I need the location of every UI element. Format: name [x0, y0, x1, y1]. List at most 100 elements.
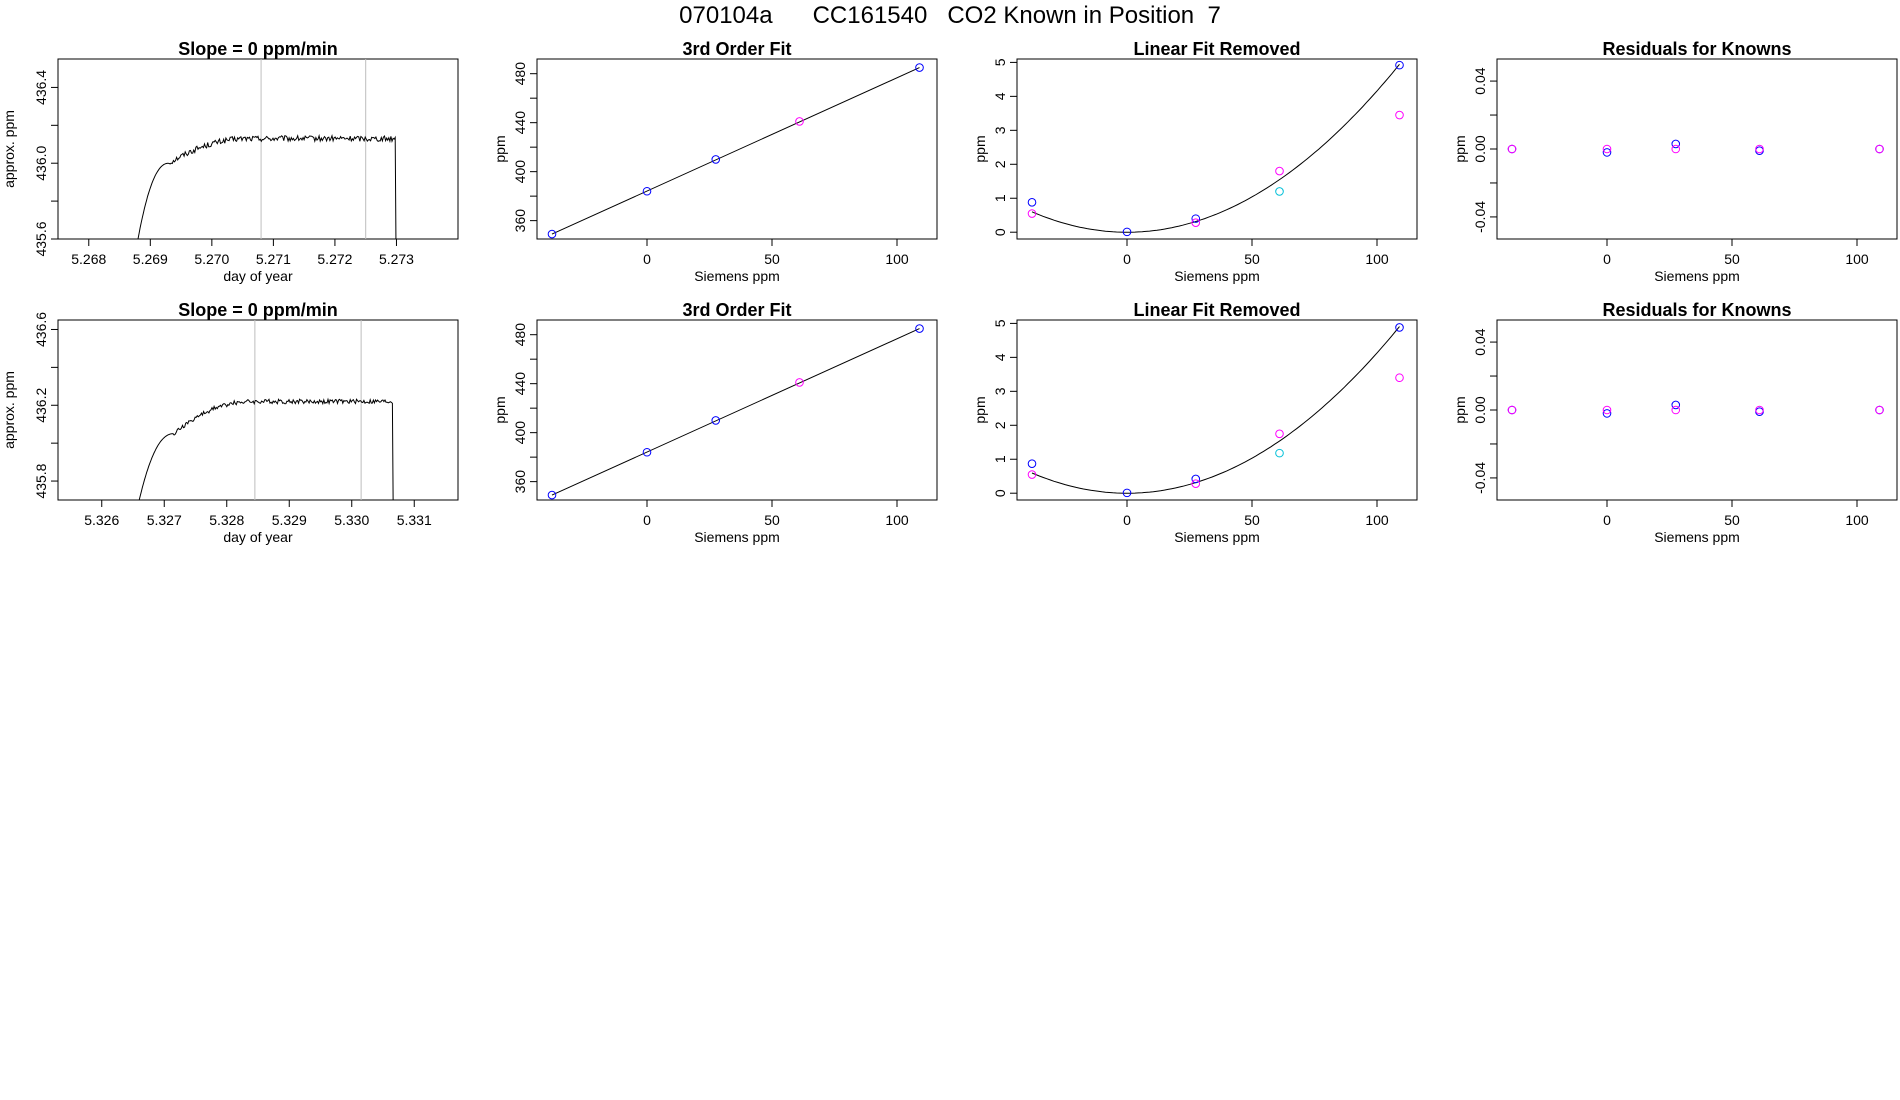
- y-tick-label: 5: [992, 319, 1008, 327]
- y-axis-label: ppm: [1452, 396, 1468, 423]
- y-axis-label: ppm: [972, 135, 988, 162]
- fit-curve: [1031, 63, 1400, 233]
- point-blue: [1122, 488, 1132, 498]
- point-magenta: [1507, 144, 1517, 154]
- y-tick-label: 400: [512, 160, 528, 184]
- point-magenta: [795, 378, 804, 387]
- point-blue: [1027, 198, 1037, 207]
- plot-frame: [1496, 58, 1898, 240]
- x-axis-label: Siemens ppm: [1174, 529, 1260, 545]
- y-tick-label: 360: [512, 209, 528, 233]
- plot-title: Slope = 0 ppm/min: [178, 39, 338, 59]
- point-magenta: [1602, 405, 1612, 415]
- plot-title: 3rd Order Fit: [682, 300, 791, 320]
- x-tick-label: 5.271: [256, 251, 291, 267]
- panel-r1c2: Linear Fit Removed 0 50 100 Siemens ppm 0 1 2 3 4…: [972, 300, 1418, 545]
- x-tick-label: 0: [1603, 512, 1611, 528]
- x-tick-label: 50: [764, 251, 780, 267]
- y-tick-label: 400: [512, 421, 528, 445]
- x-tick-label: 0: [643, 512, 651, 528]
- point-blue: [711, 416, 721, 425]
- plot-title: Linear Fit Removed: [1133, 300, 1300, 320]
- point-magenta: [1507, 405, 1517, 415]
- point-blue: [1395, 60, 1404, 70]
- fit-line: [551, 67, 920, 235]
- y-axis-label: approx. ppm: [1, 110, 17, 188]
- y-tick-label: 436.6: [33, 312, 49, 347]
- x-tick-label: 0: [1123, 251, 1131, 267]
- x-tick-label: 100: [885, 512, 909, 528]
- y-tick-label: 440: [512, 372, 528, 396]
- x-axis-label: Siemens ppm: [1174, 268, 1260, 284]
- y-tick-label: 435.8: [33, 463, 49, 498]
- y-tick-label: 2: [992, 421, 1008, 429]
- panel-r0c0: Slope = 0 ppm/min 5.268 5.269 5.270 5.271 5.2…: [1, 39, 459, 284]
- point-blue: [642, 447, 652, 457]
- point-blue: [1395, 323, 1404, 332]
- y-tick-label: 1: [992, 455, 1008, 463]
- x-tick-label: 50: [764, 512, 780, 528]
- x-tick-label: 50: [1724, 512, 1740, 528]
- plot-frame: [536, 319, 938, 501]
- y-tick-label: 435.6: [33, 221, 49, 256]
- x-axis-label: day of year: [223, 529, 293, 545]
- x-tick-label: 0: [643, 251, 651, 267]
- point-blue: [547, 490, 557, 500]
- x-tick-label: 100: [1365, 512, 1389, 528]
- point-magenta: [1602, 144, 1612, 154]
- plot-frame: [57, 58, 459, 240]
- y-tick-label: 2: [992, 160, 1008, 168]
- plot-frame: [1496, 319, 1898, 501]
- y-axis-label: ppm: [492, 396, 508, 423]
- x-tick-label: 100: [885, 251, 909, 267]
- point-blue: [1602, 409, 1612, 418]
- plot-title: Residuals for Knowns: [1602, 300, 1791, 320]
- page-title: 070104a CC161540 CO2 Known in Position 7: [679, 2, 1221, 29]
- plot-area: [551, 328, 920, 496]
- plot-title: 3rd Order Fit: [682, 39, 791, 59]
- plot-frame: [1016, 319, 1418, 501]
- y-tick-label: 1: [992, 194, 1008, 202]
- point-blue: [1755, 407, 1764, 416]
- point-blue: [1027, 459, 1037, 468]
- plot-frame: [536, 58, 938, 240]
- plot-area: [1031, 63, 1400, 233]
- point-magenta: [1395, 373, 1404, 383]
- y-tick-label: 4: [992, 92, 1008, 100]
- data-trace: [138, 397, 394, 500]
- point-magenta: [1875, 405, 1884, 415]
- plot-area: [138, 320, 394, 500]
- y-tick-label: 436.4: [33, 70, 49, 105]
- fit-curve: [1031, 326, 1400, 494]
- y-tick-label: 3: [992, 387, 1008, 395]
- x-axis-label: Siemens ppm: [1654, 268, 1740, 284]
- x-tick-label: 50: [1244, 512, 1260, 528]
- x-tick-label: 5.331: [397, 512, 432, 528]
- panel-r1c1: 3rd Order Fit 0 50 100 Siemens ppm 360 400 440 4…: [492, 300, 938, 545]
- x-tick-label: 5.330: [334, 512, 369, 528]
- point-magenta: [1755, 144, 1764, 154]
- data-trace: [137, 133, 397, 239]
- point-magenta: [1027, 209, 1037, 218]
- plot-title: Linear Fit Removed: [1133, 39, 1300, 59]
- x-tick-label: 50: [1724, 251, 1740, 267]
- panel-r1c0: Slope = 0 ppm/min 5.326 5.327 5.328 5.329 5.3…: [1, 300, 459, 545]
- y-tick-label: 0.00: [1472, 135, 1488, 162]
- y-tick-label: -0.04: [1472, 201, 1488, 233]
- point-blue: [1671, 400, 1681, 410]
- x-axis-label: Siemens ppm: [694, 268, 780, 284]
- x-axis-label: day of year: [223, 268, 293, 284]
- y-tick-label: 0.00: [1472, 396, 1488, 423]
- y-tick-label: 440: [512, 111, 528, 135]
- x-tick-label: 0: [1123, 512, 1131, 528]
- point-blue: [1755, 146, 1764, 155]
- y-tick-label: 360: [512, 470, 528, 494]
- point-magenta: [795, 117, 804, 126]
- point-cyan: [1275, 187, 1284, 196]
- panel-r0c1: 3rd Order Fit 0 50 100 Siemens ppm 360 400 440 4…: [492, 39, 938, 284]
- fit-line: [551, 328, 920, 496]
- y-tick-label: 436.2: [33, 388, 49, 423]
- point-blue: [547, 229, 557, 239]
- y-axis-label: ppm: [492, 135, 508, 162]
